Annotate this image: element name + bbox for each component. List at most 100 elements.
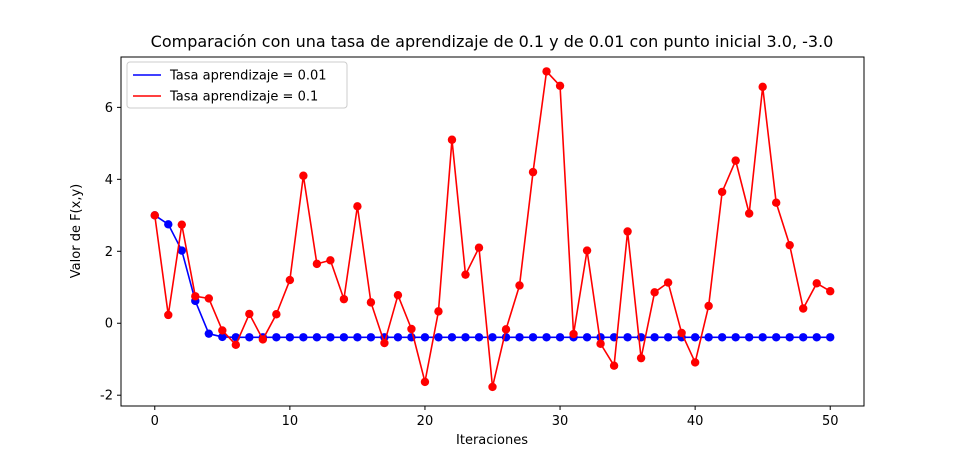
series-1-point xyxy=(420,377,430,387)
series-0-point xyxy=(785,333,794,342)
series-0-point xyxy=(488,333,497,342)
series-1-point xyxy=(339,294,349,304)
series-0-point xyxy=(461,333,470,342)
series-0-point xyxy=(272,333,281,342)
series-1-point xyxy=(636,353,646,363)
series-1-point xyxy=(542,67,551,76)
series-1-point xyxy=(596,339,605,348)
series-1-point xyxy=(299,171,308,180)
series-0-point xyxy=(812,333,821,342)
series-0-point xyxy=(826,333,835,342)
series-1-point xyxy=(501,325,511,334)
series-0-point xyxy=(799,333,808,342)
series-0-point xyxy=(366,333,376,342)
series-1-point xyxy=(555,81,565,90)
series-1-point xyxy=(272,310,281,319)
series-1-point xyxy=(650,288,659,297)
series-1-point xyxy=(177,220,186,229)
y-tick-label: -2 xyxy=(100,389,113,404)
y-tick-label: 6 xyxy=(105,101,113,116)
series-0-point xyxy=(393,333,403,342)
series-1-point xyxy=(326,256,335,265)
plot-area: 0 10 20 30 40 50 -2 0 2 4 6 xyxy=(100,56,865,429)
series-1-point xyxy=(245,309,254,319)
series-1-point xyxy=(204,294,214,303)
series-1-point xyxy=(582,246,592,255)
axes-frame xyxy=(120,56,865,407)
series-1-point xyxy=(231,340,241,350)
series-0-point xyxy=(299,333,308,342)
series-1-point xyxy=(812,279,821,288)
series-0-point xyxy=(353,333,362,342)
x-tick-label: 20 xyxy=(417,414,434,429)
series-0-point xyxy=(623,333,632,342)
legend-label-1: Tasa aprendizaje = 0.1 xyxy=(169,90,318,105)
series-1-point xyxy=(461,270,470,279)
series-1-point xyxy=(731,156,740,165)
series-0-point xyxy=(690,333,700,342)
series-0-point xyxy=(177,246,186,255)
y-tick-label: 2 xyxy=(105,245,113,260)
series-1-point xyxy=(704,301,713,311)
legend: Tasa aprendizaje = 0.01 Tasa aprendizaje … xyxy=(126,61,348,109)
series-1-point xyxy=(528,167,538,177)
series-1-point xyxy=(366,298,376,307)
series-0-point xyxy=(744,333,754,342)
series-0-point xyxy=(663,333,673,342)
series-1-point xyxy=(785,240,794,250)
series-1-point xyxy=(799,304,808,313)
series-0-point xyxy=(326,333,335,342)
series-1-point xyxy=(191,292,200,301)
series-1-point xyxy=(758,82,767,92)
series-1-point xyxy=(353,202,362,211)
series-0-point xyxy=(650,333,659,342)
x-tick-label: 0 xyxy=(151,414,159,429)
x-tick-label: 40 xyxy=(687,414,704,429)
x-axis-label: Iteraciones xyxy=(456,433,528,448)
series-1-point xyxy=(393,290,403,300)
series-1-point xyxy=(164,310,173,320)
series-1-point xyxy=(623,227,632,236)
series-0-point xyxy=(582,333,592,342)
series-0-point xyxy=(474,333,484,342)
series-1-point xyxy=(717,187,727,197)
series-0-point xyxy=(596,333,605,342)
series-1-point xyxy=(258,335,268,344)
series-0-point xyxy=(285,333,295,342)
series-1-point xyxy=(663,278,673,287)
series-1-point xyxy=(285,275,295,285)
legend-label-0: Tasa aprendizaje = 0.01 xyxy=(169,69,327,84)
series-1-point xyxy=(218,326,227,335)
series-0-point xyxy=(434,333,443,342)
series-1-point xyxy=(312,259,322,269)
series-0-point xyxy=(515,333,524,342)
series-0-point xyxy=(447,333,457,342)
series-0-point xyxy=(420,333,430,342)
series-0-point xyxy=(758,333,767,342)
chart-title: Comparación con una tasa de aprendizaje … xyxy=(151,32,834,51)
series-0-point xyxy=(771,333,781,342)
series-1-point xyxy=(677,328,686,338)
y-tick-label: 0 xyxy=(105,317,113,332)
series-1-point xyxy=(826,287,835,296)
series-1-point xyxy=(609,361,619,370)
y-axis-label: Valor de F(x,y) xyxy=(69,184,84,278)
series-0-point xyxy=(312,333,322,342)
x-tick-label: 50 xyxy=(822,414,839,429)
y-tick-label: 4 xyxy=(105,173,113,188)
series-0-point xyxy=(717,333,727,342)
series-0-point xyxy=(542,333,551,342)
series-1-point xyxy=(488,382,497,392)
series-1-point xyxy=(744,209,754,218)
series-0-point xyxy=(555,333,565,342)
series-0-point xyxy=(245,333,254,342)
series-0-point xyxy=(528,333,538,342)
series-0-point xyxy=(731,333,740,342)
series-1-point xyxy=(569,329,578,339)
series-1-point xyxy=(474,243,484,252)
series-0-point xyxy=(204,329,214,338)
series-1-point xyxy=(447,135,457,144)
legend-box xyxy=(126,61,348,109)
series-0-point xyxy=(339,333,349,342)
